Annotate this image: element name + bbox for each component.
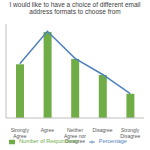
svg-text:StronglyDisagree: StronglyDisagree — [120, 127, 140, 139]
svg-text:NeitherAgree norDisagree: NeitherAgree norDisagree — [64, 127, 86, 144]
svg-text:StronglyAgree: StronglyAgree — [11, 127, 30, 139]
html-text:I would like to have a choice: I would like to have a choice of differe… — [9, 1, 141, 15]
html-text:Number of Respondents: Number of Respondents — [19, 138, 79, 144]
html-text:Percentage: Percentage — [98, 138, 127, 144]
svg-text:Disagree: Disagree — [93, 127, 113, 133]
svg-text:Agree: Agree — [41, 127, 55, 133]
